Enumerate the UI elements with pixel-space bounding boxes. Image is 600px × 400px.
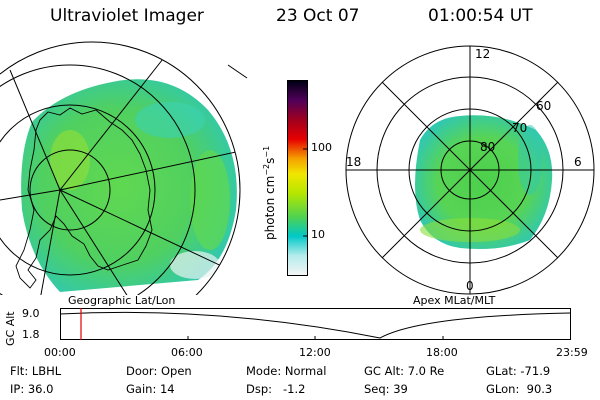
date-label: 23 Oct 07 xyxy=(276,6,360,26)
altitude-curve xyxy=(60,311,571,339)
orbit-altitude-plot xyxy=(60,308,571,340)
mlt-label-18: 18 xyxy=(346,155,361,169)
timeline-xtick-2359: 23:59 xyxy=(556,346,588,359)
mlat-label-80: 80 xyxy=(480,140,495,154)
left-panel-caption: Geographic Lat/Lon xyxy=(68,294,176,307)
footer-flt: Flt: LBHL xyxy=(10,364,62,378)
colorbar-tick-100: 100 xyxy=(311,141,332,154)
unit-main: photon cm xyxy=(263,175,277,240)
timeline-xtick-0600: 06:00 xyxy=(171,346,203,359)
timeline-ytick-max: 9.0 xyxy=(22,307,40,320)
timeline-ylabel: GC Alt xyxy=(4,311,17,346)
footer-gain: Gain: 14 xyxy=(126,382,175,396)
mlat-label-60: 60 xyxy=(536,99,551,113)
latitude-ring xyxy=(0,104,156,276)
timeline-xtick-0000: 00:00 xyxy=(44,346,76,359)
footer-seq: Seq: 39 xyxy=(364,382,408,396)
colorbar-unit: photon cm−2s−1 xyxy=(262,146,277,240)
footer-mode: Mode: Normal xyxy=(246,364,327,378)
colorbar xyxy=(287,80,308,276)
colorbar-tick-10: 10 xyxy=(311,228,325,241)
mlt-label-6: 6 xyxy=(574,155,582,169)
footer-gcalt: GC Alt: 7.0 Re xyxy=(364,364,445,378)
mlat-label-70: 70 xyxy=(512,121,527,135)
unit-mid: s xyxy=(263,157,277,164)
footer-door: Door: Open xyxy=(126,364,192,378)
antarctica-coastline xyxy=(15,107,153,289)
footer-ip: IP: 36.0 xyxy=(10,382,54,396)
footer-dsp: Dsp: -1.2 xyxy=(246,382,306,396)
latitude-ring xyxy=(0,64,196,295)
time-label: 01:00:54 UT xyxy=(428,6,533,26)
timeline-xtick-1200: 12:00 xyxy=(299,346,331,359)
footer-glon: GLon: 90.3 xyxy=(486,382,553,396)
right-panel-caption: Apex MLat/MLT xyxy=(413,294,496,307)
footer-glat: GLat: -71.9 xyxy=(486,364,551,378)
timeline-xtick-1800: 18:00 xyxy=(426,346,458,359)
colorbar-scale xyxy=(288,81,307,275)
unit-exp2: −1 xyxy=(262,145,271,158)
latitude-ring xyxy=(29,149,111,231)
geographic-image xyxy=(0,41,248,295)
mlat-mlt-image: 12 18 6 0 80 70 60 xyxy=(345,45,595,295)
instrument-title: Ultraviolet Imager xyxy=(50,6,204,26)
unit-exp1: −2 xyxy=(262,163,271,176)
mlt-label-12: 12 xyxy=(475,47,490,61)
mlt-label-0: 0 xyxy=(466,279,474,293)
timeline-ytick-min: 1.8 xyxy=(22,328,40,341)
